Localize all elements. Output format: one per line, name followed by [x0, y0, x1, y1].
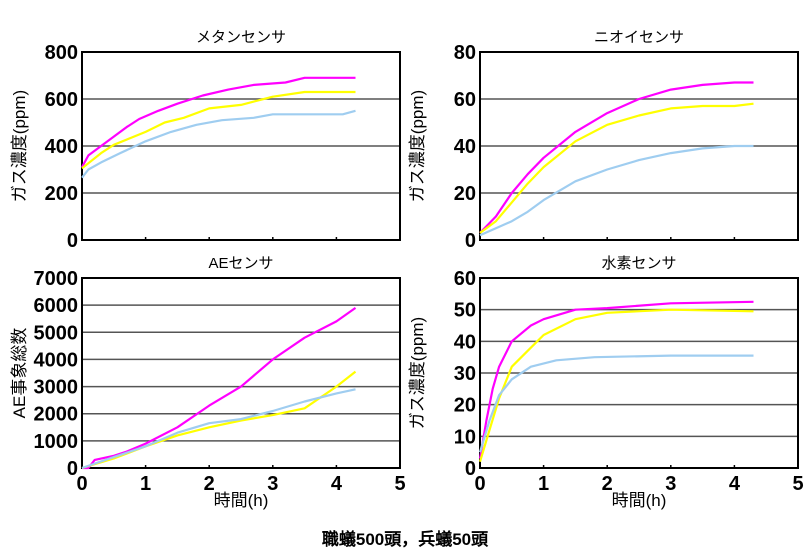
series-line-yellow [479, 102, 754, 234]
y-tick-label: 0 [465, 230, 476, 252]
y-axis-label: AE事象総数 [10, 328, 29, 419]
y-axis-label: ガス濃度(ppm) [408, 90, 427, 202]
chart-title: メタンセンサ [196, 29, 286, 46]
y-tick-label: 60 [454, 268, 476, 290]
x-tick-label: 0 [76, 473, 87, 495]
chart-title: 水素センサ [601, 255, 676, 272]
y-tick-label: 800 [45, 42, 78, 64]
y-tick-label: 600 [45, 89, 78, 111]
series-line-yellow [478, 308, 754, 463]
y-tick-label: 6000 [34, 295, 79, 317]
y-axis-label: ガス濃度(ppm) [408, 317, 427, 429]
series-line-magenta [478, 300, 754, 459]
plot-frame [479, 277, 799, 469]
plot-frame [81, 277, 401, 469]
y-tick-label: 0 [465, 458, 476, 480]
series-line-blue [478, 354, 754, 453]
x-tick-label: 4 [331, 473, 343, 495]
series-line-blue [81, 109, 356, 179]
y-tick-label: 50 [454, 300, 476, 322]
x-tick-label: 1 [538, 473, 549, 495]
x-tick-label: 5 [792, 473, 803, 495]
y-tick-label: 7000 [34, 268, 79, 290]
y-tick-label: 200 [45, 183, 78, 205]
x-axis-label: 時間(h) [612, 491, 667, 510]
y-axis-label: ガス濃度(ppm) [10, 90, 29, 202]
y-tick-label: 20 [454, 395, 476, 417]
y-tick-label: 80 [454, 42, 476, 64]
series-line-blue [479, 144, 754, 237]
figure-caption: 職蟻500頭，兵蟻50頭 [321, 530, 489, 549]
y-tick-label: 40 [454, 136, 476, 158]
series-line-magenta [81, 76, 356, 168]
x-tick-label: 3 [665, 473, 676, 495]
chart-2: 0 1000 2000 3000 4000 5000 6000 7000 0 1 2 3 4 5 AEセンサ… [10, 255, 406, 510]
y-tick-label: 0 [67, 458, 78, 480]
chart-title: ニオイセンサ [594, 29, 684, 46]
plot-frame [81, 51, 401, 241]
x-axis-label: 時間(h) [214, 491, 269, 510]
y-tick-label: 4000 [34, 349, 79, 371]
x-tick-label: 5 [394, 473, 405, 495]
y-tick-label: 20 [454, 183, 476, 205]
x-tick-label: 1 [140, 473, 151, 495]
x-tick-label: 0 [474, 473, 485, 495]
y-tick-label: 40 [454, 331, 476, 353]
series-line-yellow [81, 90, 356, 170]
x-tick-label: 2 [204, 473, 215, 495]
x-tick-label: 2 [602, 473, 613, 495]
x-tick-label: 3 [267, 473, 278, 495]
series-line-blue [81, 388, 356, 470]
y-tick-label: 60 [454, 89, 476, 111]
y-tick-label: 3000 [34, 377, 79, 399]
series-line-magenta [82, 307, 357, 470]
y-tick-label: 400 [45, 136, 78, 158]
series-line-magenta [479, 81, 754, 234]
y-tick-label: 0 [67, 230, 78, 252]
chart-title: AEセンサ [208, 255, 273, 272]
x-tick-label: 4 [729, 473, 741, 495]
y-tick-label: 1000 [34, 431, 79, 453]
y-tick-label: 5000 [34, 322, 79, 344]
y-tick-label: 2000 [34, 404, 79, 426]
y-tick-label: 30 [454, 363, 476, 385]
y-tick-label: 10 [454, 426, 476, 448]
plot-frame [479, 51, 799, 241]
